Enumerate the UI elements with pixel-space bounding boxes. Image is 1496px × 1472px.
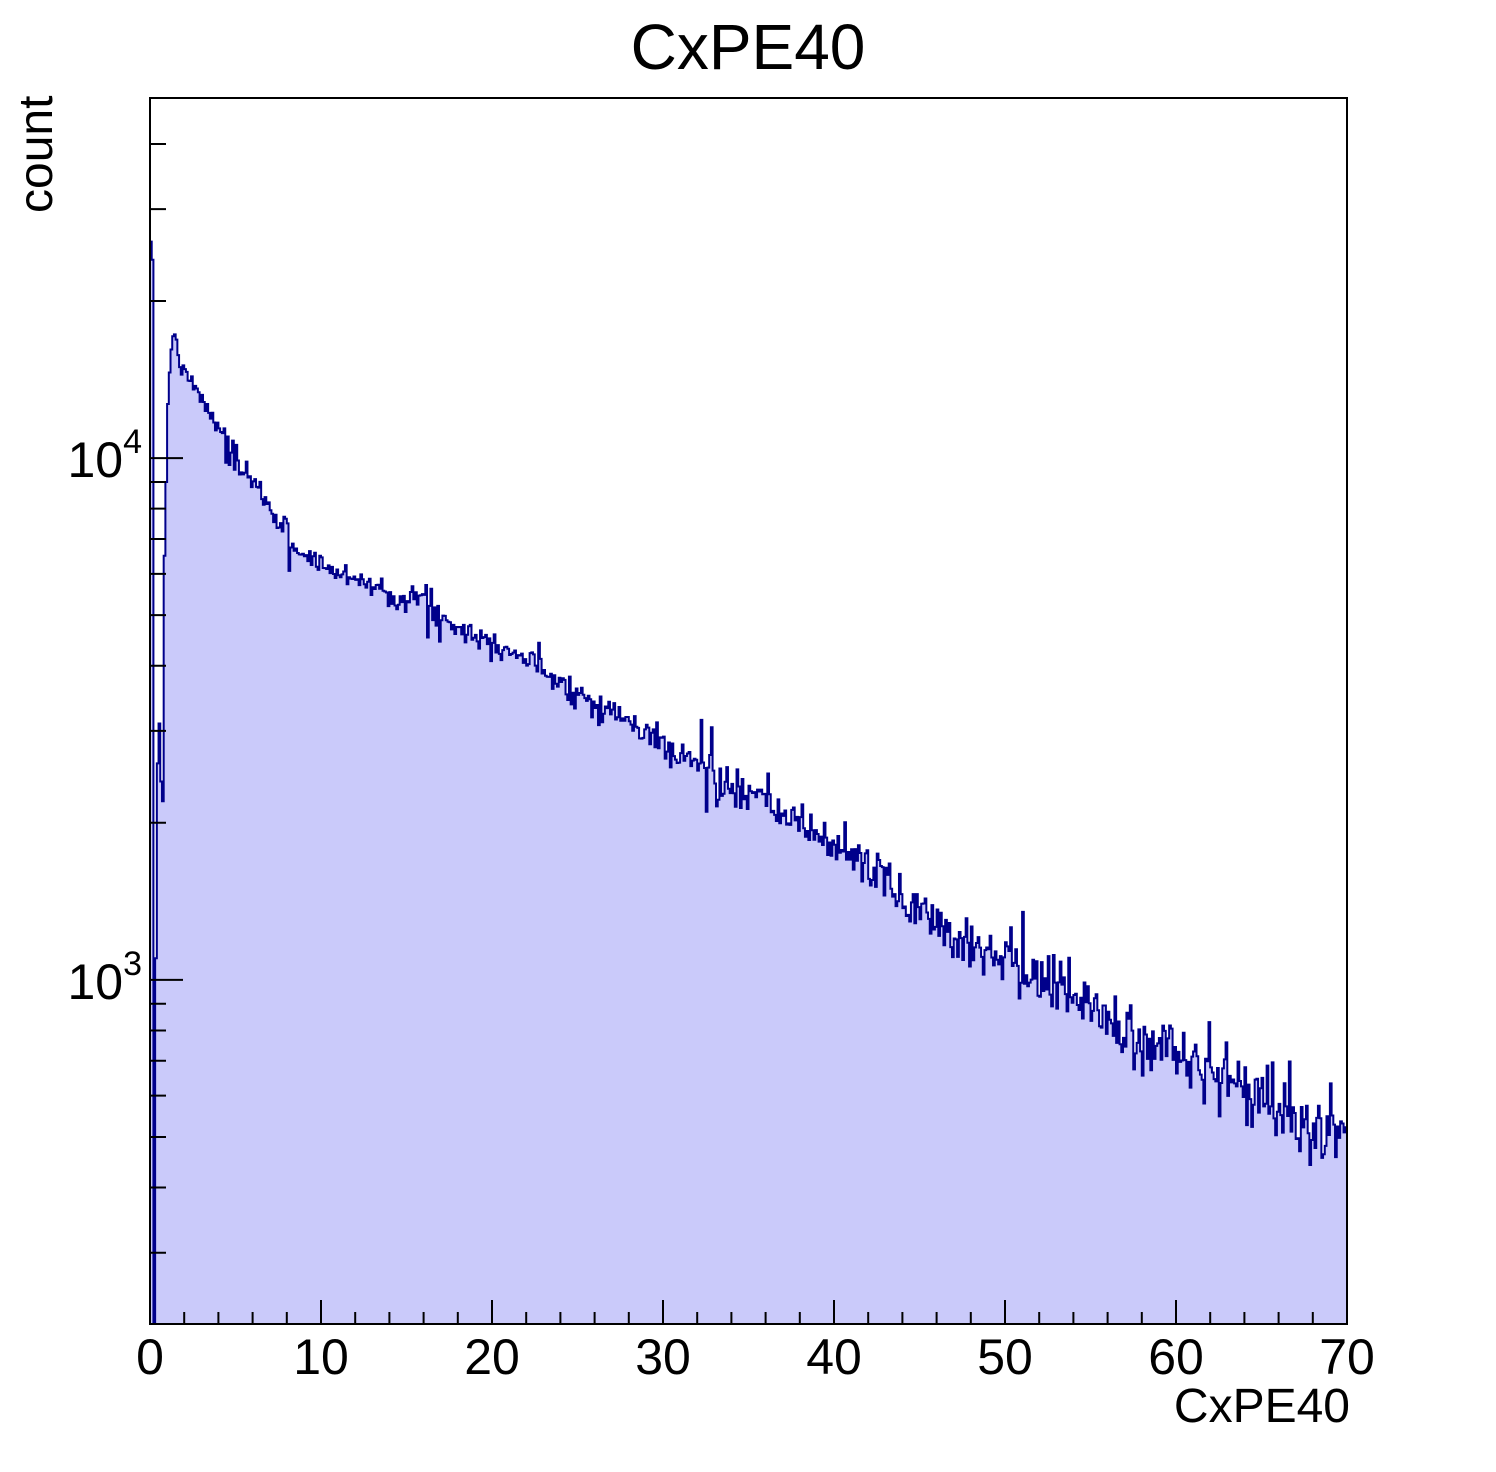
x-tick-label: 60 [1148,1329,1204,1385]
x-axis-label: CxPE40 [1174,1380,1350,1433]
chart-title: CxPE40 [631,11,866,83]
x-tick-label: 30 [635,1329,691,1385]
x-tick-label: 50 [977,1329,1033,1385]
x-tick-labels: 0 10 20 30 40 50 60 70 [136,1329,1375,1385]
plot-frame [149,97,1348,1325]
y-axis-label: count [10,96,63,213]
x-tick-label: 0 [136,1329,164,1385]
x-tick-label: 70 [1319,1329,1375,1385]
y-tick-label: 103 [67,945,142,1010]
x-tick-label: 40 [806,1329,862,1385]
y-tick-label: 104 [67,423,142,488]
histogram-area [149,240,1348,1325]
axis-ticks [149,142,1348,1324]
y-tick-labels: 103 104 [67,423,142,1010]
x-tick-label: 20 [464,1329,520,1385]
x-tick-label: 10 [293,1329,349,1385]
